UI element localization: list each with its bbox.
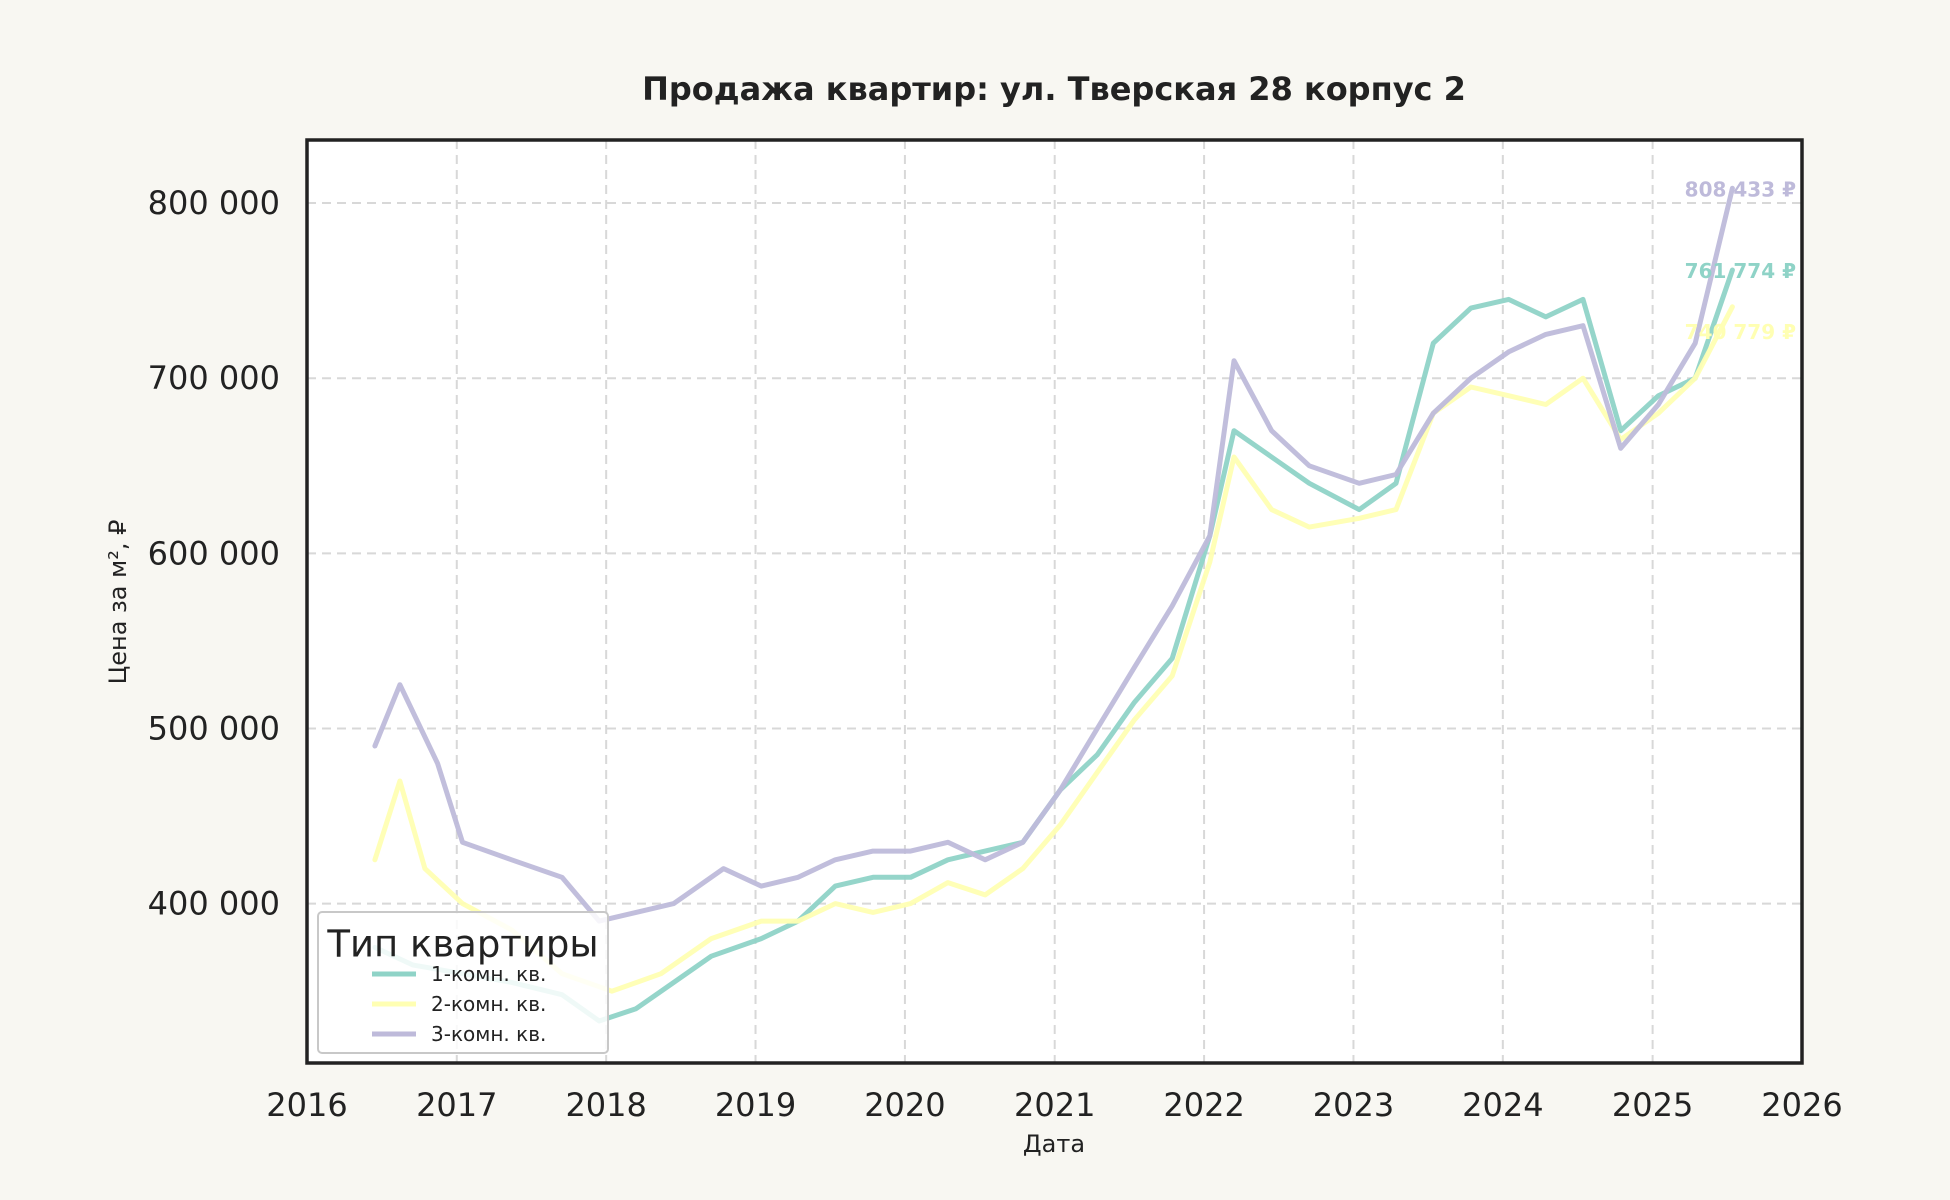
legend-label: 3-комн. кв. xyxy=(431,1022,546,1046)
x-tick-label: 2018 xyxy=(565,1086,646,1124)
series-line-1 xyxy=(372,267,1735,1024)
x-tick-label: 2021 xyxy=(1014,1086,1095,1124)
grid xyxy=(307,140,1802,1063)
y-axis-ticks: 400 000 500 000 600 000 700 000 800 000 xyxy=(148,184,280,923)
x-tick-label: 2017 xyxy=(416,1086,497,1124)
x-tick-label: 2022 xyxy=(1163,1086,1244,1124)
y-tick-label: 600 000 xyxy=(148,534,280,572)
x-tick-label: 2016 xyxy=(266,1086,347,1124)
y-tick-label: 400 000 xyxy=(148,885,280,923)
legend-title: Тип квартиры xyxy=(326,923,598,966)
x-axis-label: Дата xyxy=(1023,1130,1085,1158)
end-labels: 761 774 ₽ 740 779 ₽ 808 433 ₽ xyxy=(1685,177,1796,343)
legend-box xyxy=(317,911,609,1054)
legend-label: 2-комн. кв. xyxy=(431,992,546,1016)
y-axis-label: Цена за м², ₽ xyxy=(104,520,132,685)
x-tick-label: 2020 xyxy=(864,1086,945,1124)
legend-label: 1-комн. кв. xyxy=(431,962,546,986)
y-tick-label: 500 000 xyxy=(148,709,280,747)
plot-frame xyxy=(305,138,1804,1065)
end-value-label: 761 774 ₽ xyxy=(1685,259,1796,283)
end-value-label: 740 779 ₽ xyxy=(1685,320,1796,344)
chart-title: Продажа квартир: ул. Тверская 28 корпус … xyxy=(642,70,1466,108)
end-value-label: 808 433 ₽ xyxy=(1685,177,1796,201)
x-tick-label: 2019 xyxy=(715,1086,796,1124)
x-tick-label: 2023 xyxy=(1313,1086,1394,1124)
legend: Тип квартиры 1-комн. кв. 2-комн. кв. 3-ком… xyxy=(317,911,609,1054)
x-tick-label: 2024 xyxy=(1462,1086,1543,1124)
x-tick-label: 2025 xyxy=(1612,1086,1693,1124)
y-tick-label: 700 000 xyxy=(148,359,280,397)
x-tick-label: 2026 xyxy=(1761,1086,1842,1124)
y-tick-label: 800 000 xyxy=(148,184,280,222)
x-axis-ticks: 2016 2017 2018 2019 2020 2021 2022 2023 2024 2025… xyxy=(266,1086,1842,1124)
